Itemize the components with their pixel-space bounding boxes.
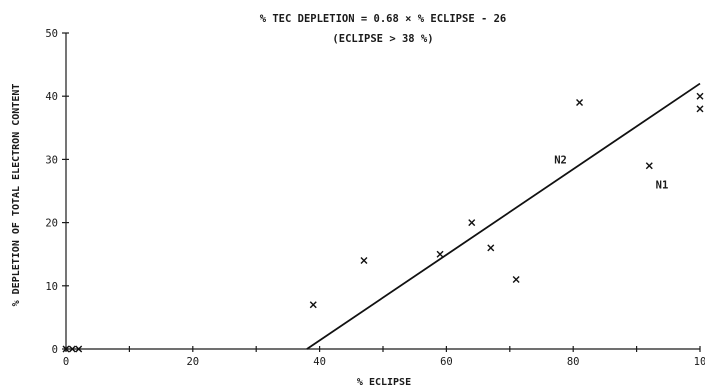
x-tick-label: 40	[313, 356, 326, 368]
data-point	[487, 244, 495, 252]
x-tick-label: 80	[567, 356, 580, 368]
x-axis-ticks: 0 20 40 60 80 10	[63, 346, 705, 368]
x-tick-label: 10	[694, 356, 705, 368]
data-point	[360, 257, 368, 265]
y-tick-label: 30	[45, 154, 58, 166]
data-point	[576, 99, 584, 107]
point-annotation: N2	[554, 154, 567, 166]
x-tick-label: 60	[440, 356, 453, 368]
data-point	[645, 162, 653, 170]
data-point	[68, 345, 76, 353]
data-point	[309, 301, 317, 309]
data-point	[75, 345, 83, 353]
data-points	[62, 92, 704, 353]
fit-line	[306, 82, 701, 350]
y-tick-label: 40	[45, 91, 58, 103]
regression-line	[306, 82, 701, 350]
y-tick-label: 0	[52, 344, 58, 356]
x-tick-label: 20	[186, 356, 199, 368]
x-tick-label: 0	[63, 356, 69, 368]
y-axis-ticks: 0 10 20 30 40 50	[45, 28, 69, 356]
axes	[65, 33, 700, 350]
data-point	[696, 92, 704, 100]
annotations: N2 N1	[554, 154, 668, 191]
y-tick-label: 20	[45, 218, 58, 230]
chart-subtitle: (ECLIPSE > 38 %)	[332, 33, 433, 45]
x-axis-label: % ECLIPSE	[357, 377, 411, 388]
data-point	[512, 275, 520, 283]
y-tick-label: 10	[45, 281, 58, 293]
y-tick-label: 50	[45, 28, 58, 40]
y-axis-label: % DEPLETION OF TOTAL ELECTRON CONTENT	[11, 84, 22, 307]
point-annotation: N1	[656, 180, 669, 192]
data-point	[62, 345, 70, 353]
data-point	[436, 250, 444, 258]
chart-title: % TEC DEPLETION = 0.68 × % ECLIPSE - 26	[260, 13, 507, 25]
data-point	[696, 105, 704, 113]
data-point	[468, 219, 476, 227]
